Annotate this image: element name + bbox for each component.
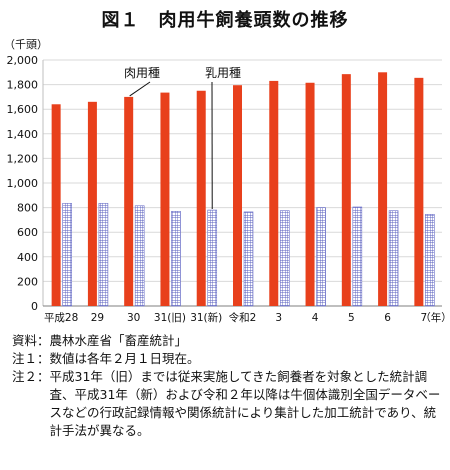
bar-beef-breed [414,77,424,307]
x-tick-label: 31(新) [190,311,222,324]
note-text: 農林水産省「畜産統計」 [49,333,188,348]
note-label: 注１： [12,351,50,366]
bar-beef-breed [124,96,134,307]
x-tick-label: 3 [275,312,282,324]
bar-dairy-breed [316,207,326,307]
series-label-beef: 肉用種 [124,66,160,80]
y-tick-label: 1,000 [7,177,39,190]
note-text: 数値は各年２月１日現在。 [49,351,200,366]
bar-beef-breed [196,90,206,306]
x-unit-label: （年） [420,311,450,324]
y-axis-label: （千頭） [4,38,48,51]
y-tick-label: 2,000 [7,54,39,67]
bar-dairy-breed [62,202,72,307]
y-tick-label: 1,200 [7,152,39,165]
bar-beef-breed [341,74,351,306]
x-tick-label: 4 [312,312,319,324]
bar-beef-breed [269,80,279,306]
y-tick-label: 1,800 [7,79,39,92]
x-tick-label: 平成28 [44,312,78,324]
x-tick-label: 令和2 [229,311,257,324]
y-tick-label: 1,600 [7,103,39,116]
y-tick-label: 800 [17,202,38,215]
bar-dairy-breed [425,214,435,307]
y-tick-label: 0 [31,300,38,313]
bar-dairy-breed [171,210,181,307]
bar-chart: （千頭） 0 200 400 600 800 1,000 1,200 1,400 1,600 1,8… [4,38,450,324]
y-tick-label: 600 [17,226,38,239]
series-label-dairy: 乳用種 [205,66,241,80]
chart-title: 図１ 肉用牛飼養頭数の推移 [101,10,349,31]
bar-beef-breed [51,104,61,306]
bar-dairy-breed [279,210,290,307]
bar-beef-breed [160,92,170,306]
x-tick-label: 30 [127,312,140,324]
chart-notes: 資料： 農林水産省「畜産統計」 注１： 数値は各年２月１日現在。 注２： 平成3… [12,332,444,440]
bar-dairy-breed [98,202,109,307]
bar-dairy-breed [207,209,218,307]
x-tick-label: 31(旧) [154,312,186,324]
y-tick-label: 200 [17,275,38,288]
bar-dairy-breed [388,210,399,307]
x-tick-label: 6 [384,312,391,324]
bar-beef-breed [305,82,315,306]
x-tick-label: 29 [91,312,104,324]
bar-dairy-breed [243,211,254,307]
bar-dairy-breed [134,205,145,307]
y-tick-label: 400 [17,251,38,264]
note-source: 資料： 農林水産省「畜産統計」 [12,332,444,350]
bar-dairy-breed [352,206,363,307]
note-label: 資料： [12,333,50,348]
y-tick-label: 1,400 [7,128,39,141]
note-label: 注２： [12,369,50,384]
note-1: 注１： 数値は各年２月１日現在。 [12,350,444,368]
note-2: 注２： 平成31年（旧）までは従来実施してきた飼養者を対象とした統計調査、平成3… [12,368,444,440]
callout-line-beef [129,81,151,97]
bar-beef-breed [87,101,97,306]
bar-beef-breed [233,85,242,306]
x-tick-label: 7 [421,312,428,324]
note-text: 平成31年（旧）までは従来実施してきた飼養者を対象とした統計調査、平成31年（新… [49,369,441,438]
bar-beef-breed [378,72,388,306]
x-tick-label: 5 [348,312,355,324]
